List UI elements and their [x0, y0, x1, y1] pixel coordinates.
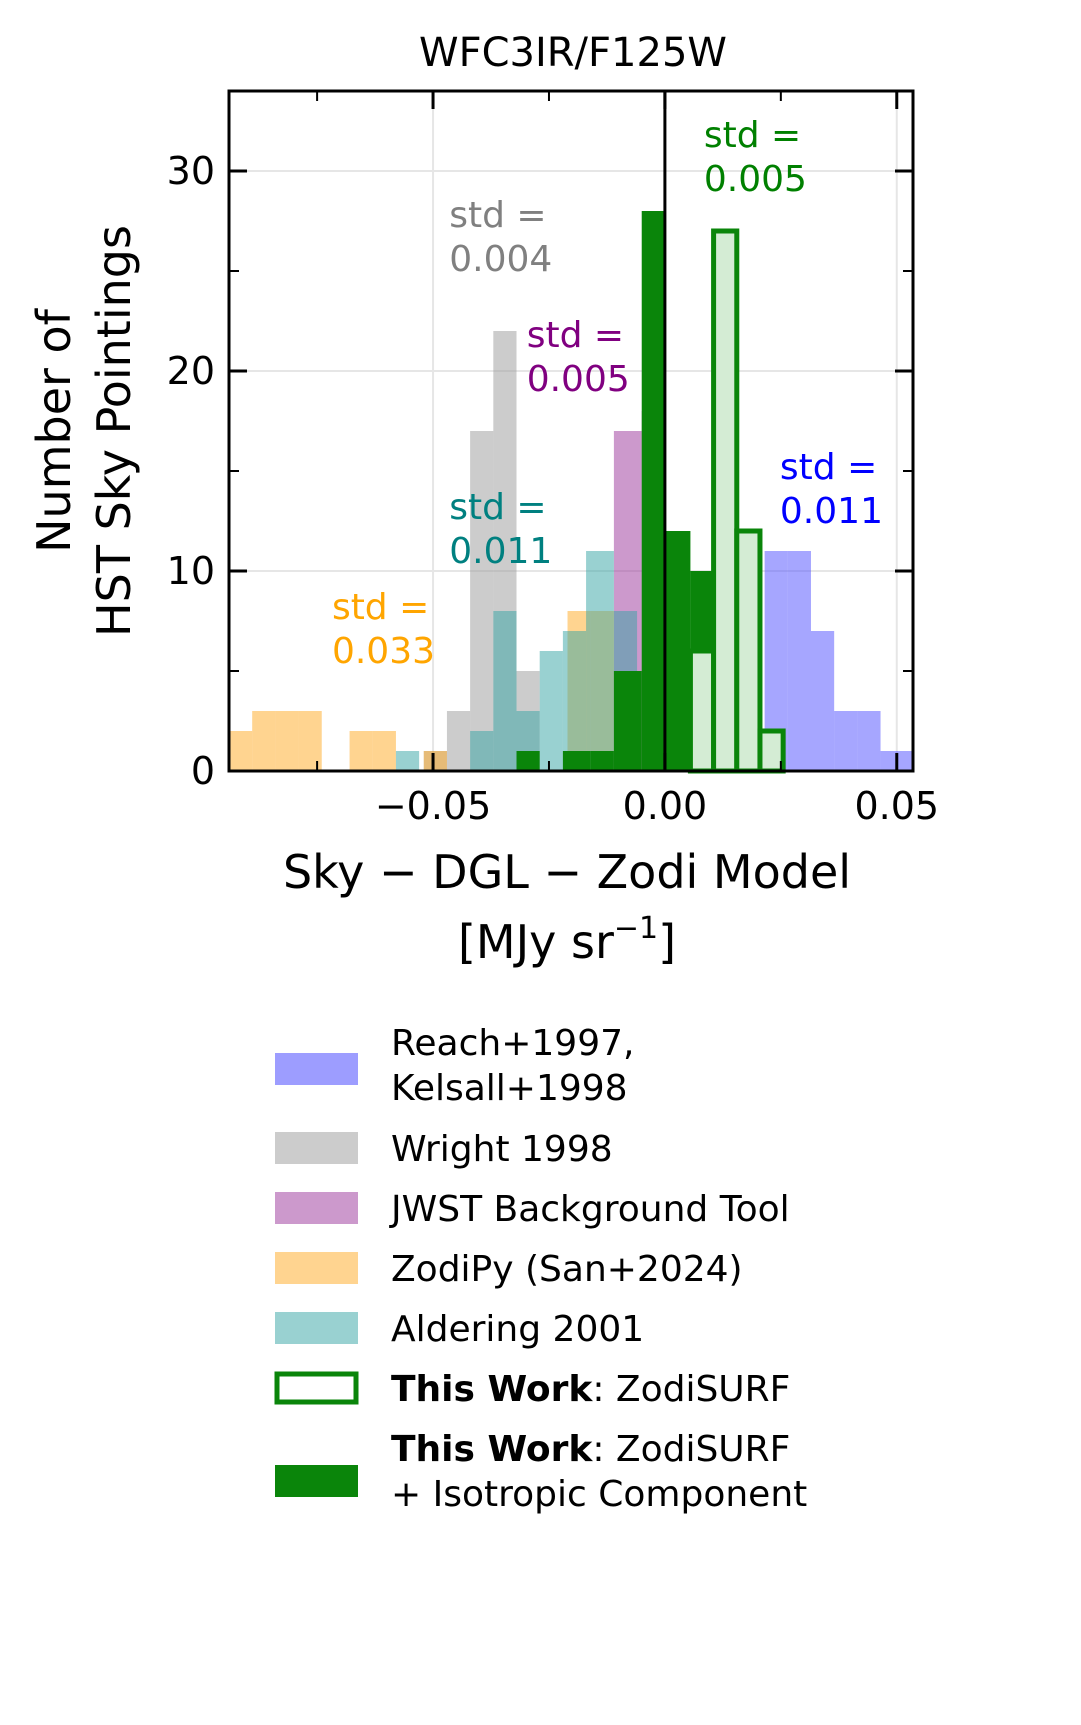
bar-zodisurf [734, 528, 763, 774]
y-axis-label-line2: HST Sky Pointings [87, 225, 141, 637]
bar-zodisurf-isotropic-component [613, 671, 642, 771]
y-tick-label: 0 [191, 749, 215, 793]
std-annotation-value: 0.011 [449, 531, 552, 572]
bar-aldering-2001 [586, 551, 614, 771]
legend-label-jwst: JWST Background Tool [389, 1189, 790, 1230]
bar-zodipy-san-2024 [372, 731, 396, 771]
legend-label-isotropic-bold: This Work [391, 1429, 593, 1470]
legend-label-isotropic-line1: This Work: ZodiSURF [391, 1429, 790, 1470]
y-tick-label: 30 [167, 149, 215, 193]
bar-zodipy-san-2024 [275, 711, 299, 771]
bar-zodisurf-isotropic-component [641, 211, 665, 771]
bar-aldering-2001 [470, 731, 494, 771]
legend-label-isotropic-line2: + Isotropic Component [391, 1474, 807, 1515]
std-annotation-label: std = [332, 587, 429, 628]
bar-reach-1997-kelsall-1998 [787, 551, 811, 771]
y-tick-label: 20 [167, 349, 215, 393]
legend: Reach+1997, Kelsall+1998 Wright 1998 JWS… [274, 1023, 807, 1515]
x-tick-label: 0.00 [623, 784, 708, 828]
legend-label-zodipy: ZodiPy (San+2024) [391, 1249, 743, 1290]
legend-swatch-wright [275, 1132, 358, 1164]
std-annotation-value: 0.005 [704, 159, 807, 200]
std-annotation-label: std = [449, 195, 546, 236]
y-axis-label: Number of HST Sky Pointings [27, 225, 141, 637]
std-annotation-label: std = [449, 487, 546, 528]
std-annotation-label: std = [527, 315, 624, 356]
x-axis-label-line1: Sky − DGL − Zodi Model [283, 845, 851, 899]
bar-reach-1997-kelsall-1998 [810, 631, 835, 771]
bar-aldering-2001 [539, 651, 563, 771]
std-annotation-label: std = [704, 115, 801, 156]
bar-reach-1997-kelsall-1998 [834, 711, 858, 771]
bar-aldering-2001 [562, 631, 587, 771]
std-annotation-value: 0.004 [449, 239, 552, 280]
bar-zodisurf-isotropic-component [562, 751, 591, 771]
plot-frame [227, 89, 915, 773]
bar-reach-1997-kelsall-1998 [764, 551, 788, 771]
legend-swatch-isotropic [275, 1465, 358, 1497]
x-axis-label-bracket: ] [658, 915, 676, 969]
legend-label-zodisurf-bold: This Work [391, 1369, 593, 1410]
histogram-bars [229, 211, 913, 774]
y-axis-label-line1: Number of [27, 307, 81, 553]
bar-zodipy-san-2024 [298, 711, 322, 771]
bar-wright-1998 [470, 431, 494, 771]
legend-swatch-zodisurf [274, 1371, 359, 1405]
legend-label-reach-line1: Reach+1997, [391, 1023, 634, 1064]
axes: −0.05 0.00 0.05 0 10 20 30 [167, 89, 939, 828]
y-tick-label: 10 [167, 549, 215, 593]
legend-label-zodisurf: This Work: ZodiSURF [391, 1369, 790, 1410]
std-annotation-label: std = [780, 447, 877, 488]
bar-aldering-2001 [395, 751, 420, 771]
bar-zodipy-san-2024 [349, 731, 373, 771]
x-tick-label: −0.05 [375, 784, 491, 828]
legend-label-wright: Wright 1998 [391, 1129, 613, 1170]
legend-label-isotropic-rest: : ZodiSURF [592, 1429, 790, 1470]
bar-wright-1998 [446, 711, 471, 771]
chart-title: WFC3IR/F125W [419, 30, 727, 76]
std-annotation-value: 0.011 [780, 491, 883, 532]
std-annotation-value: 0.033 [332, 631, 435, 672]
legend-swatch-reach [275, 1053, 358, 1085]
x-tick-label: 0.05 [854, 784, 939, 828]
bar-zodisurf-isotropic-component [590, 751, 614, 771]
bar-zodipy-san-2024 [229, 731, 253, 771]
bar-zodisurf-isotropic-component [664, 531, 691, 771]
legend-swatch-zodipy [275, 1252, 358, 1284]
bar-zodisurf-isotropic-component [516, 751, 540, 771]
bar-aldering-2001 [493, 611, 517, 771]
x-axis-label-unit: [MJy sr [458, 915, 614, 969]
bar-zodisurf [757, 728, 786, 774]
bar-zodipy-san-2024 [423, 751, 447, 771]
x-axis-label-line2: [MJy sr−1] [458, 911, 676, 969]
legend-swatch-jwst [275, 1192, 358, 1224]
legend-label-zodisurf-rest: : ZodiSURF [592, 1369, 790, 1410]
x-axis-label-exponent: −1 [614, 911, 658, 946]
legend-swatch-aldering [275, 1312, 358, 1344]
bar-reach-1997-kelsall-1998 [857, 711, 881, 771]
legend-label-reach-line2: Kelsall+1998 [391, 1068, 628, 1109]
std-annotation-value: 0.005 [527, 359, 630, 400]
bar-zodisurf [711, 228, 740, 774]
bar-zodipy-san-2024 [252, 711, 276, 771]
bar-zodisurf [687, 648, 717, 774]
legend-label-aldering: Aldering 2001 [391, 1309, 644, 1350]
